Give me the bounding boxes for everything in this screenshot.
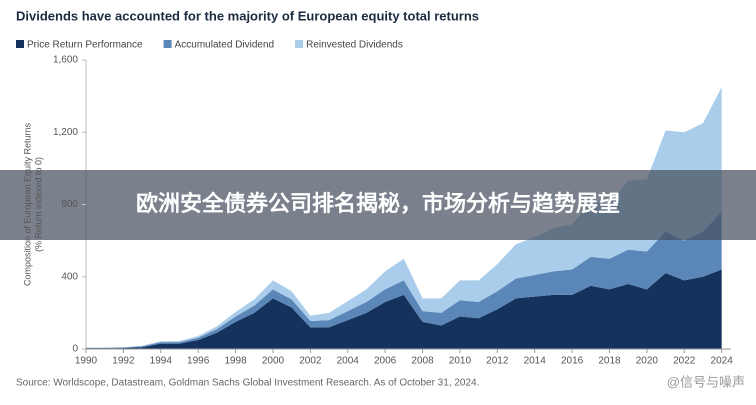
y-axis-label: Composition of European Equity Returns xyxy=(22,122,32,286)
x-tick-label: 2000 xyxy=(262,356,285,367)
x-tick-label: 2022 xyxy=(673,356,696,367)
x-tick-label: 1992 xyxy=(112,356,135,367)
x-tick-label: 2024 xyxy=(711,356,734,367)
banner-text: 欧洲安全债券公司排名揭秘，市场分析与趋势展望 xyxy=(136,191,620,216)
banner-bg xyxy=(0,170,756,240)
x-tick-label: 2010 xyxy=(449,356,472,367)
legend-label: Price Return Performance xyxy=(27,40,143,51)
x-tick-label: 2008 xyxy=(411,356,434,367)
x-tick-label: 1996 xyxy=(187,356,210,367)
x-tick-label: 1998 xyxy=(224,356,247,367)
x-tick-label: 2012 xyxy=(486,356,509,367)
y-tick-label: 1,200 xyxy=(53,127,78,138)
legend-label: Accumulated Dividend xyxy=(175,40,275,51)
legend-swatch xyxy=(163,40,172,48)
x-tick-label: 1994 xyxy=(150,356,173,367)
y-tick-label: 1,600 xyxy=(53,55,78,66)
y-tick-label: 800 xyxy=(61,199,78,210)
legend-swatch xyxy=(16,40,24,48)
x-tick-label: 2002 xyxy=(299,356,322,367)
x-tick-label: 2014 xyxy=(524,356,547,367)
x-tick-label: 2016 xyxy=(561,356,584,367)
chart-title: Dividends have accounted for the majorit… xyxy=(16,8,479,23)
x-tick-label: 2006 xyxy=(374,356,397,367)
x-tick-label: 2004 xyxy=(337,356,360,367)
y-tick-label: 400 xyxy=(61,271,78,282)
legend: Price Return Performance Accumulated Divi… xyxy=(16,40,403,51)
area xyxy=(86,211,722,349)
x-tick-label: 2020 xyxy=(636,356,659,367)
source-note: Source: Worldscope, Datastream, Goldman … xyxy=(16,378,479,389)
y-axis-label: (% Return indexed to 0) xyxy=(33,157,43,252)
legend-swatch xyxy=(295,40,304,48)
x-tick-label: 2018 xyxy=(598,356,621,367)
x-tick-label: 1990 xyxy=(75,356,98,367)
legend-label: Reinvested Dividends xyxy=(306,40,403,51)
area xyxy=(86,269,722,349)
y-tick-label: 0 xyxy=(72,344,78,355)
watermark: @信号与噪声 xyxy=(667,374,745,389)
